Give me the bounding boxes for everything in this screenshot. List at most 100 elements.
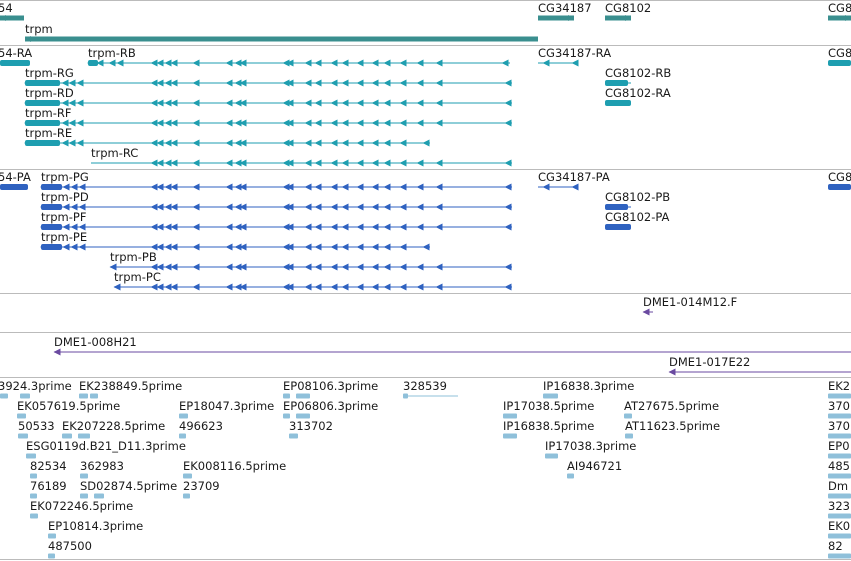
feature-label: EK057619.5prime	[17, 399, 120, 413]
feature-50533[interactable]: 50533	[18, 419, 55, 439]
feature-label: CG8102-PA	[605, 210, 670, 224]
feature-54-pa[interactable]: 54-PA	[0, 170, 31, 190]
feature-trpm-pf[interactable]: trpm-PF	[40, 210, 512, 231]
strand-arrow-icon	[504, 223, 512, 231]
feature-ip16838-5prime[interactable]: IP16838.5prime	[503, 419, 594, 439]
feature-496623[interactable]: 496623	[179, 419, 223, 439]
strand-arrow-icon	[192, 139, 200, 147]
feature-ek072246-5prime[interactable]: EK072246.5prime	[30, 499, 133, 519]
strand-arrow-icon	[192, 263, 200, 271]
strand-arrow-icon	[170, 139, 178, 147]
feature-ek057619-5prime[interactable]: EK057619.5prime	[17, 399, 120, 419]
feature-cg8102-ra[interactable]: CG8102-RA	[605, 86, 671, 106]
feature-bar[interactable]	[25, 36, 538, 42]
feature-trpm-re[interactable]: trpm-RE	[24, 126, 430, 147]
feature-ep08106-3prime[interactable]: EP08106.3prime	[283, 379, 378, 399]
feature-485[interactable]: 485	[828, 459, 851, 479]
feature-at11623-5prime[interactable]: AT11623.5prime	[625, 419, 720, 439]
feature-ip17038-5prime[interactable]: IP17038.5prime	[503, 399, 594, 419]
feature-bar[interactable]	[828, 15, 851, 21]
strand-arrow-icon	[192, 159, 200, 167]
feature-cg34187[interactable]: CG34187	[538, 1, 592, 21]
feature-76189[interactable]: 76189	[30, 479, 67, 499]
feature-ep18047-3prime[interactable]: EP18047.3prime	[179, 399, 274, 419]
strand-arrow-icon	[435, 119, 443, 127]
feature-trpm[interactable]: trpm	[25, 22, 538, 42]
feature-cg34187-pa[interactable]: CG34187-PA	[538, 170, 610, 191]
feature-370[interactable]: 370	[828, 419, 851, 439]
feature-ep06806-3prime[interactable]: EP06806.3prime	[283, 399, 378, 419]
feature-ek0[interactable]: EK0	[828, 519, 851, 539]
feature-23709[interactable]: 23709	[183, 479, 220, 499]
feature-ip16838-3prime[interactable]: IP16838.3prime	[543, 379, 634, 399]
feature-ek238849-5prime[interactable]: EK238849.5prime	[79, 379, 182, 399]
feature-label: IP16838.3prime	[543, 379, 634, 393]
feature-sd02874-5prime[interactable]: SD02874.5prime	[80, 479, 177, 499]
feature-trpm-pe[interactable]: trpm-PE	[40, 230, 430, 251]
feature-bar[interactable]	[605, 15, 631, 21]
feature-trpm-rg[interactable]: trpm-RG	[24, 66, 512, 87]
feature-label: 50533	[18, 419, 55, 433]
feature-362983[interactable]: 362983	[80, 459, 124, 479]
feature-dm[interactable]: Dm	[828, 479, 851, 499]
feature-3924-3prime[interactable]: 3924.3prime	[0, 379, 72, 399]
feature-ip17038-3prime[interactable]: IP17038.3prime	[545, 439, 636, 459]
feature-ek207228-5prime[interactable]: EK207228.5prime	[62, 419, 165, 439]
strand-arrow-icon	[416, 183, 424, 191]
feature-cg8102-pb[interactable]: CG8102-PB	[605, 190, 670, 210]
feature-cg8102-rb[interactable]: CG8102-RB	[605, 66, 671, 86]
feature-trpm-pb[interactable]: trpm-PB	[109, 250, 513, 271]
feature-ep10814-3prime[interactable]: EP10814.3prime	[48, 519, 143, 539]
feature-328539[interactable]: 328539	[403, 379, 458, 399]
feature-cg8[interactable]: CG8	[828, 46, 851, 66]
feature-cg8102[interactable]: CG8102	[605, 1, 651, 21]
feature-cg8[interactable]: CG8	[828, 1, 851, 21]
feature-ai946721[interactable]: AI946721	[567, 459, 622, 479]
feature-trpm-rf[interactable]: trpm-RF	[24, 106, 512, 127]
feature-54-ra[interactable]: 54-RA	[0, 46, 32, 66]
strand-arrow-icon	[239, 139, 247, 147]
strand-arrow-icon	[314, 243, 322, 251]
feature-label: 370	[828, 399, 850, 413]
strand-arrow-icon	[239, 59, 247, 67]
feature-487500[interactable]: 487500	[48, 539, 92, 559]
feature-cg8102-pa[interactable]: CG8102-PA	[605, 210, 670, 230]
strand-arrow-icon	[399, 283, 407, 291]
feature-323[interactable]: 323	[828, 499, 851, 519]
strand-arrow-icon	[239, 79, 247, 87]
feature-trpm-rd[interactable]: trpm-RD	[24, 86, 512, 107]
strand-arrow-icon	[435, 203, 443, 211]
feature-trpm-rc[interactable]: trpm-RC	[91, 146, 512, 167]
strand-arrow-icon	[116, 59, 124, 67]
feature-82534[interactable]: 82534	[30, 459, 67, 479]
feature-cg8[interactable]: CG8	[828, 170, 851, 190]
feature-trpm-rb[interactable]: trpm-RB	[87, 46, 510, 67]
strand-arrow-icon	[225, 263, 233, 271]
feature-cg34187-ra[interactable]: CG34187-RA	[538, 46, 611, 67]
feature-ek2[interactable]: EK2	[828, 379, 851, 399]
feature-370[interactable]: 370	[828, 399, 851, 419]
strand-arrow-icon	[399, 139, 407, 147]
feature-label: EK2	[828, 379, 850, 393]
feature-trpm-pg[interactable]: trpm-PG	[40, 170, 512, 191]
feature-trpm-pd[interactable]: trpm-PD	[40, 190, 512, 211]
feature-dme1-014m12-f[interactable]: DME1-014M12.F	[642, 295, 738, 316]
strand-arrow-icon	[164, 203, 172, 211]
feature-dme1-008h21[interactable]: DME1-008H21	[53, 335, 851, 356]
feature-313702[interactable]: 313702	[289, 419, 333, 439]
strand-arrow-icon	[156, 59, 164, 67]
feature-bar[interactable]	[0, 15, 24, 21]
feature-at27675-5prime[interactable]: AT27675.5prime	[624, 399, 719, 419]
feature-bar[interactable]	[538, 15, 574, 21]
strand-arrow-icon	[435, 79, 443, 87]
feature-trpm-pc[interactable]: trpm-PC	[113, 270, 513, 291]
strand-arrow-icon	[356, 203, 364, 211]
feature-ep0[interactable]: EP0	[828, 439, 851, 459]
feature-82[interactable]: 82	[828, 539, 851, 559]
feature-ek008116-5prime[interactable]: EK008116.5prime	[183, 459, 286, 479]
feature-esg0119d-b21-d11-3prime[interactable]: ESG0119d.B21_D11.3prime	[26, 439, 186, 459]
feature-dme1-017e22[interactable]: DME1-017E22	[668, 355, 851, 376]
feature-54[interactable]: 54	[0, 1, 24, 21]
exon-box	[25, 120, 60, 126]
strand-arrow-icon	[399, 183, 407, 191]
